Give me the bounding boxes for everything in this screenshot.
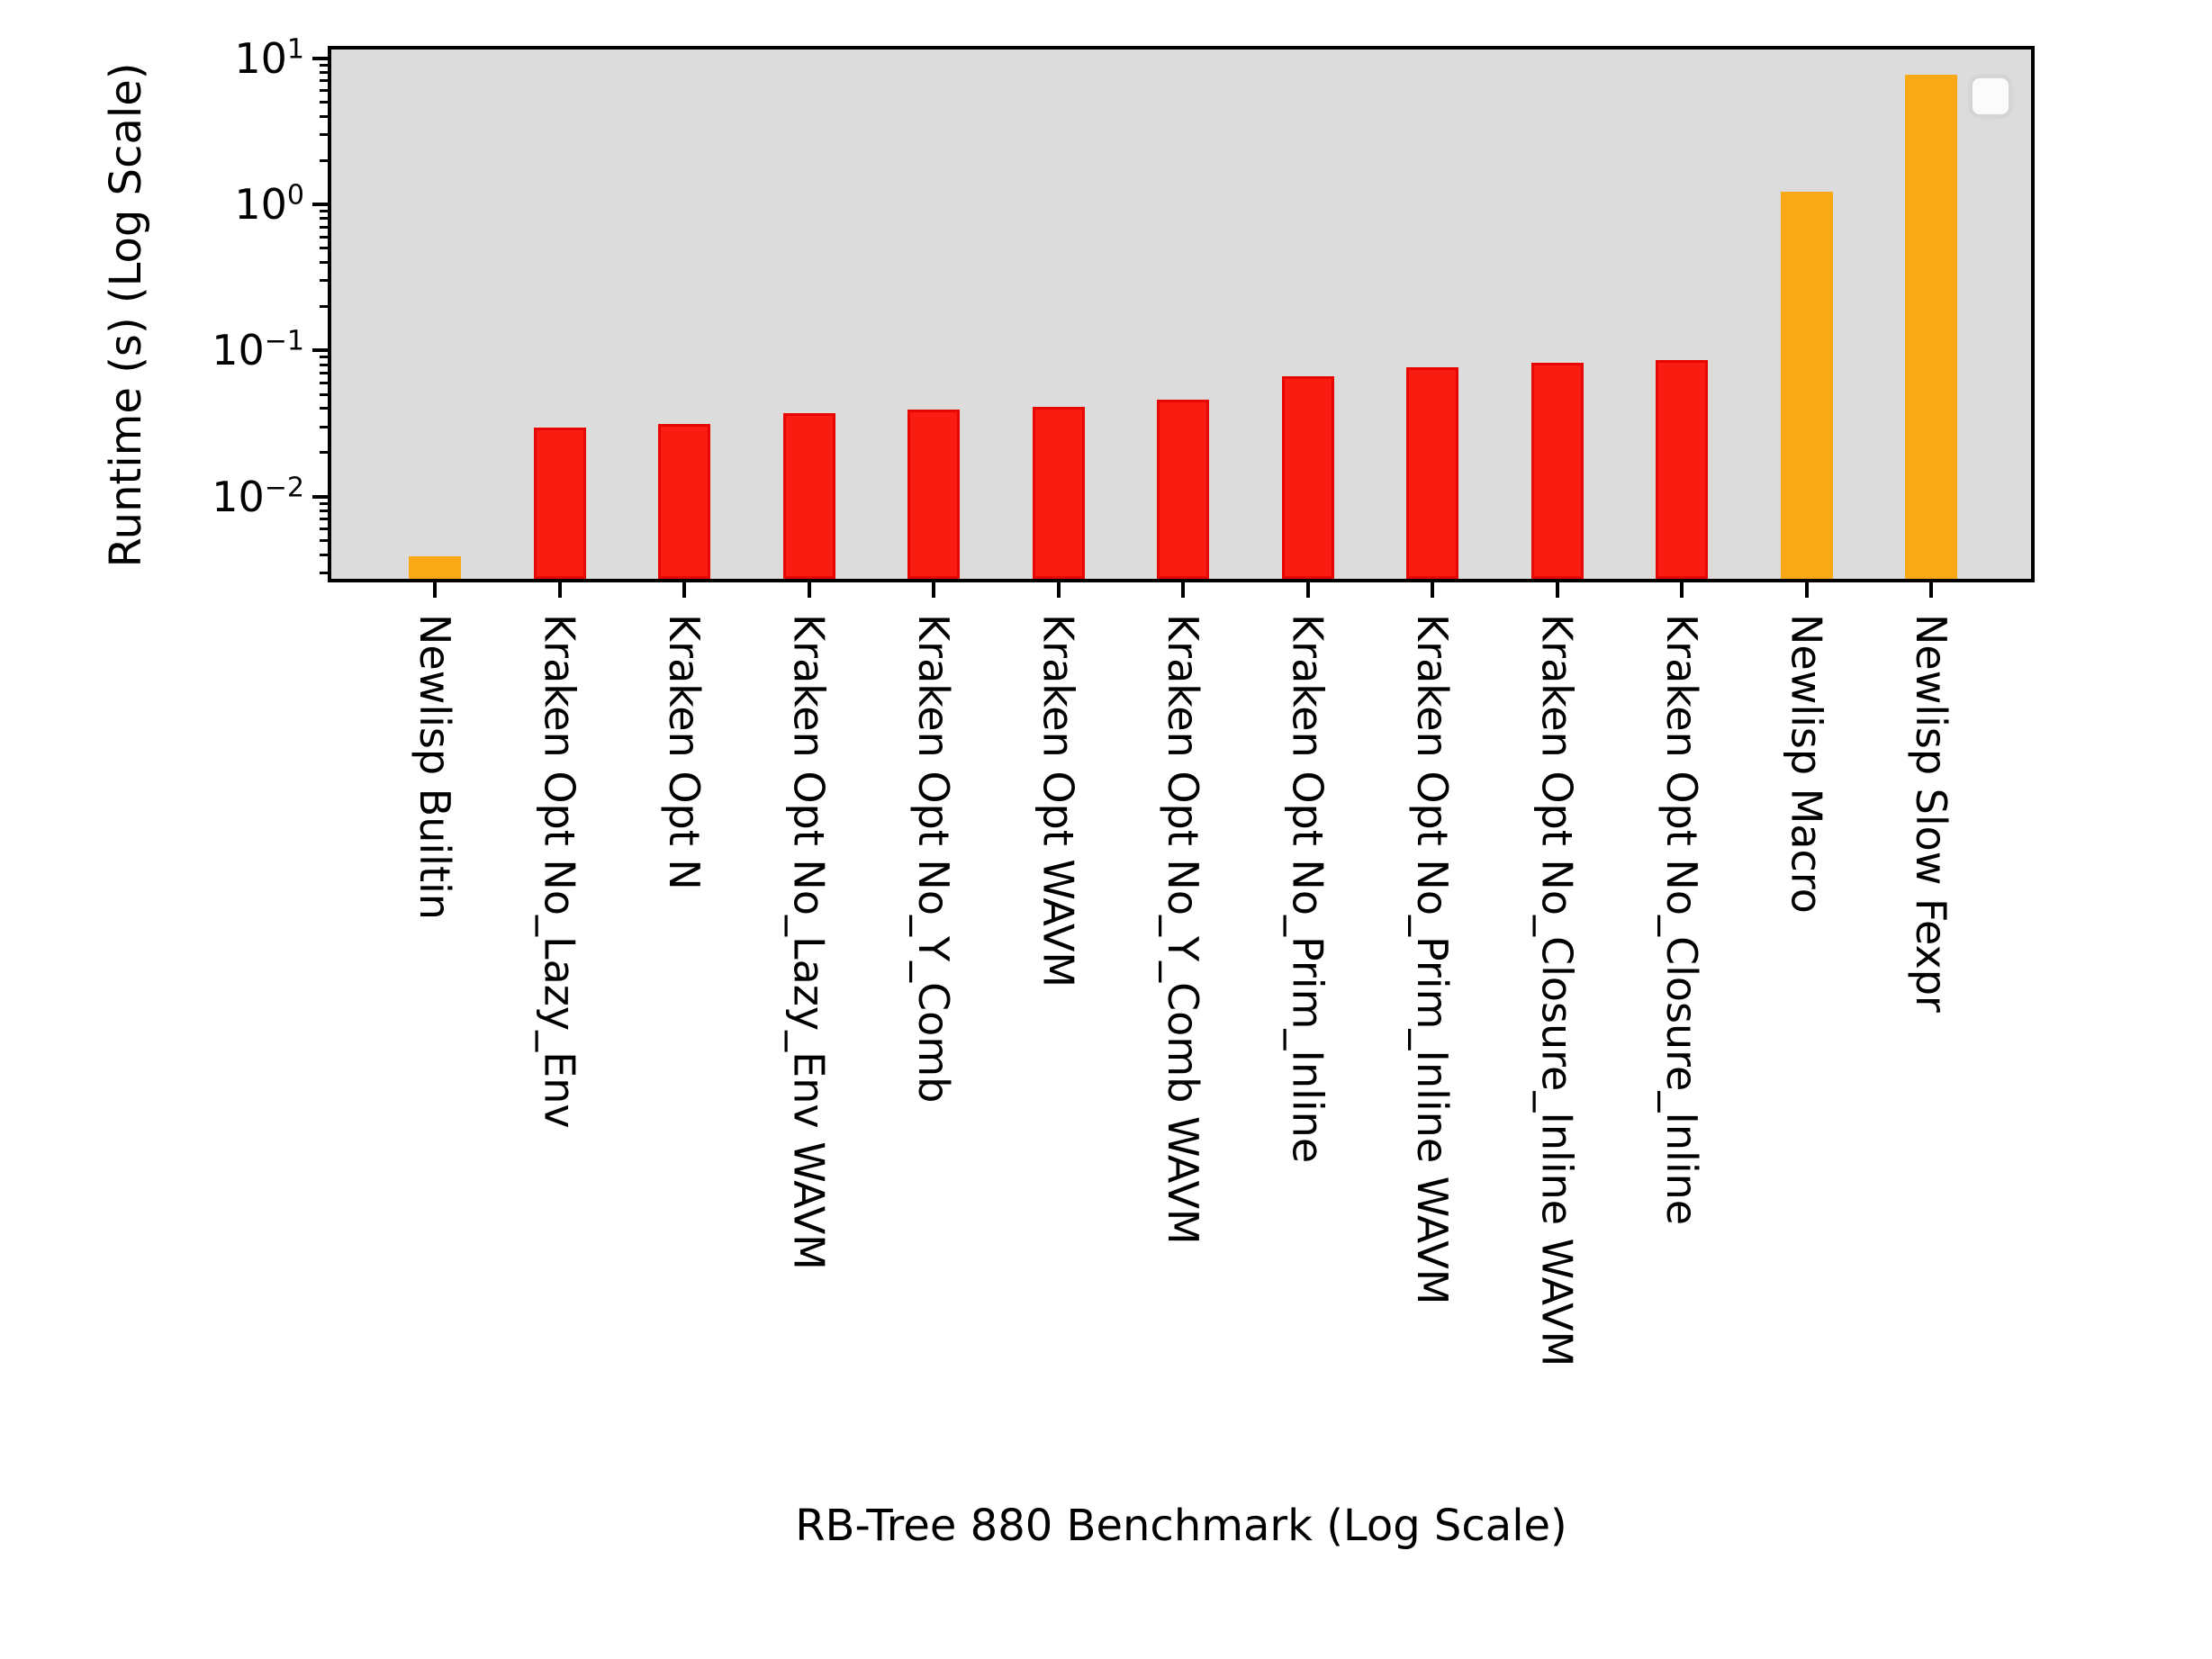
y-axis-minor-tick (320, 538, 329, 542)
y-axis-minor-tick (320, 571, 329, 574)
x-axis-tick (433, 582, 437, 598)
bar (1530, 362, 1584, 579)
x-tick-label: Newlisp Slow Fexpr (1907, 614, 1955, 1013)
x-tick-label: Newlisp Builtin (411, 614, 459, 920)
y-axis-minor-tick (320, 235, 329, 239)
y-axis-minor-tick (320, 518, 329, 521)
y-axis-minor-tick (320, 279, 329, 283)
bar (1157, 399, 1209, 579)
y-axis-minor-tick (320, 89, 329, 93)
plot-area (328, 46, 2035, 582)
y-axis-minor-tick (320, 527, 329, 531)
x-tick-label: Kraken Opt WAVM (1034, 614, 1083, 988)
bar (1905, 75, 1957, 579)
y-axis-major-tick (312, 203, 329, 206)
bar (1032, 406, 1085, 579)
bar (658, 424, 710, 579)
x-axis-tick (932, 582, 935, 598)
x-axis-tick (1929, 582, 1933, 598)
y-axis-minor-tick (320, 392, 329, 396)
x-axis-tick (557, 582, 562, 598)
y-axis-title: Runtime (s) (Log Scale) (101, 62, 151, 568)
y-axis-minor-tick (320, 225, 329, 229)
y-tick-label: 101 (234, 33, 304, 83)
x-tick-label: Kraken Opt No_Prim_Inline (1283, 614, 1332, 1164)
y-axis-minor-tick (320, 509, 329, 512)
x-axis-tick (1181, 582, 1185, 598)
y-axis-minor-tick (320, 70, 329, 74)
y-axis-minor-tick (320, 407, 329, 410)
x-tick-label: Kraken Opt No_Prim_Inline WAVM (1408, 614, 1457, 1305)
x-axis-tick (1555, 582, 1559, 598)
y-axis-minor-tick (320, 356, 329, 359)
y-axis-minor-tick (320, 304, 329, 308)
x-tick-label: Kraken Opt No_Closure_Inline (1657, 614, 1706, 1226)
x-tick-label: Kraken Opt No_Lazy_Env (535, 614, 584, 1129)
y-axis-minor-tick (320, 114, 329, 118)
x-axis-tick (1056, 582, 1061, 598)
bar (533, 428, 586, 579)
y-axis-minor-tick (320, 501, 329, 505)
bar (1406, 367, 1458, 579)
x-axis-tick (807, 582, 811, 598)
y-axis-minor-tick (320, 247, 329, 250)
x-tick-label: Kraken Opt No_Y_Comb (909, 614, 958, 1104)
x-axis-tick (1431, 582, 1434, 598)
y-axis-major-tick (312, 56, 329, 60)
legend-box (1970, 76, 2011, 117)
y-axis-minor-tick (320, 101, 329, 104)
x-axis-tick (1804, 582, 1809, 598)
y-axis-minor-tick (320, 261, 329, 265)
bar (409, 555, 461, 579)
y-axis-minor-tick (320, 209, 329, 212)
y-axis-minor-tick (320, 63, 329, 67)
x-tick-label: Kraken Opt No_Y_Comb WAVM (1159, 614, 1207, 1245)
bar (1281, 376, 1334, 579)
y-axis-minor-tick (320, 451, 329, 455)
y-axis-minor-tick (320, 363, 329, 366)
y-axis-minor-tick (320, 381, 329, 384)
bar (782, 413, 835, 579)
y-axis-major-tick (312, 348, 329, 353)
y-axis-minor-tick (320, 217, 329, 221)
x-tick-label: Kraken Opt No_Lazy_Env WAVM (784, 614, 834, 1270)
x-axis-tick (1305, 582, 1310, 598)
x-tick-label: Kraken Opt No_Closure_Inline WAVM (1532, 614, 1582, 1367)
y-tick-label: 10−2 (212, 472, 304, 521)
x-tick-label: Newlisp Macro (1782, 614, 1831, 914)
y-axis-minor-tick (320, 553, 329, 556)
y-axis-minor-tick (320, 158, 329, 162)
y-axis-minor-tick (320, 371, 329, 374)
x-axis-title: RB-Tree 880 Benchmark (Log Scale) (795, 1501, 1567, 1551)
bar (1656, 360, 1708, 579)
y-tick-label: 100 (234, 179, 304, 229)
bar (1780, 191, 1833, 579)
bar (907, 409, 960, 579)
y-axis-minor-tick (320, 133, 329, 137)
y-axis-minor-tick (320, 79, 329, 83)
y-axis-major-tick (312, 494, 329, 499)
y-tick-label: 10−1 (212, 325, 304, 375)
x-axis-tick (682, 582, 686, 598)
x-tick-label: Kraken Opt N (660, 614, 709, 890)
y-axis-minor-tick (320, 425, 329, 428)
x-axis-tick (1680, 582, 1684, 598)
